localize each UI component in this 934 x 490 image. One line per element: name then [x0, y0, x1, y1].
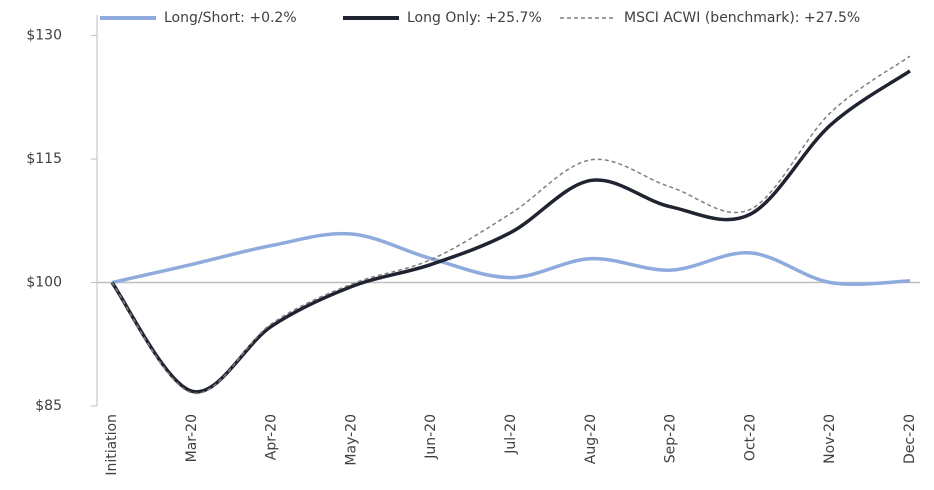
- series-line: [110, 69, 911, 394]
- y-tick-label: $85: [35, 398, 62, 414]
- y-tick-label: $115: [26, 151, 62, 167]
- x-tick-label: Nov-20: [822, 414, 838, 464]
- x-tick-label: Aug-20: [583, 414, 599, 464]
- x-tick-label: Sep-20: [663, 414, 679, 463]
- x-tick-label: Jul-20: [503, 414, 519, 455]
- legend-label: Long Only: +25.7%: [407, 10, 542, 26]
- series-line: [111, 55, 911, 395]
- x-tick-label: Mar-20: [184, 414, 200, 462]
- series-line: [111, 231, 911, 286]
- x-tick-label: Dec-20: [902, 414, 918, 464]
- legend-label: Long/Short: +0.2%: [164, 10, 297, 26]
- x-tick-label: Apr-20: [264, 414, 280, 460]
- x-tick-label: Initiation: [104, 414, 120, 476]
- x-tick-label: May-20: [343, 414, 359, 466]
- legend-label: MSCI ACWI (benchmark): +27.5%: [624, 10, 860, 26]
- x-tick-label: Jun-20: [423, 414, 439, 460]
- y-tick-label: $130: [26, 28, 62, 44]
- x-tick-label: Oct-20: [742, 414, 758, 461]
- y-tick-label: $100: [26, 275, 62, 291]
